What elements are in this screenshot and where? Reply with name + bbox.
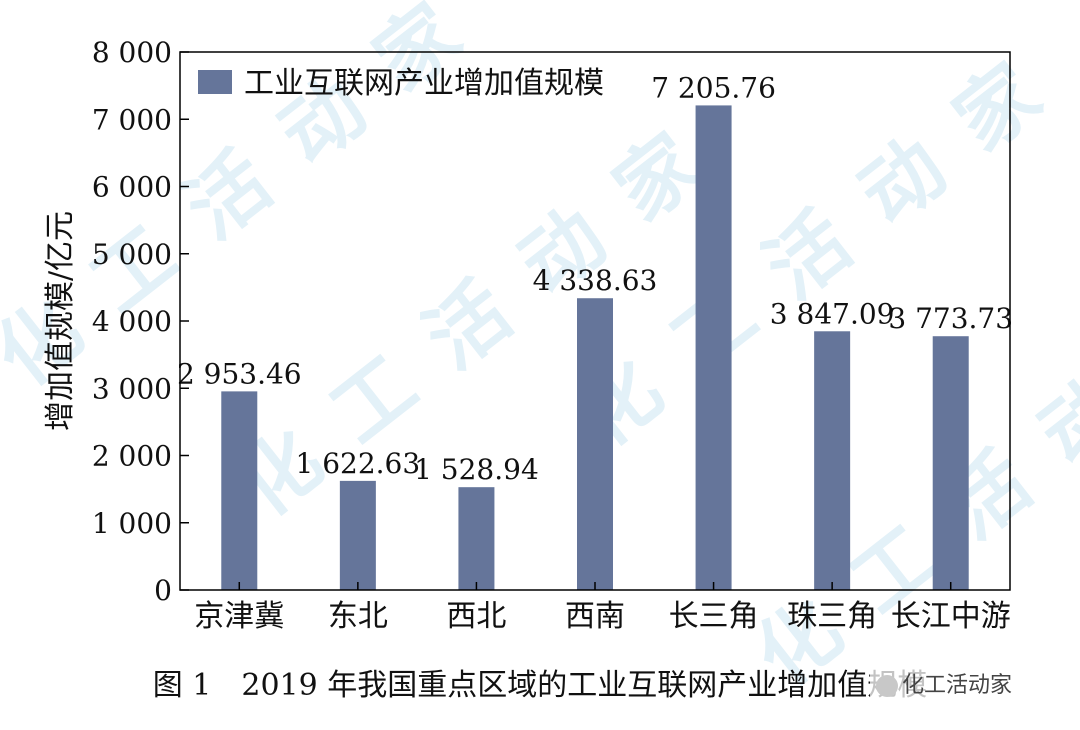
data-label: 7 205.76 bbox=[651, 71, 776, 104]
bars bbox=[221, 105, 969, 590]
account-label: 化工活动家 bbox=[902, 673, 1013, 698]
x-tick-label: 珠三角 bbox=[787, 599, 877, 634]
y-axis-label: 增加值规模/亿元 bbox=[43, 211, 78, 431]
x-tick-label: 长江中游 bbox=[891, 599, 1011, 634]
x-tick-label: 长三角 bbox=[669, 599, 759, 634]
account-logo-icon bbox=[876, 675, 898, 697]
data-label: 3 847.09 bbox=[770, 297, 895, 330]
legend: 工业互联网产业增加值规模 bbox=[198, 66, 604, 101]
data-label: 1 528.94 bbox=[414, 453, 539, 486]
x-tick-label: 西北 bbox=[446, 599, 506, 634]
data-label: 2 953.46 bbox=[177, 357, 302, 390]
x-axis-tick-labels: 京津冀 东北 西北 西南 长三角 珠三角 长江中游 bbox=[194, 582, 1011, 634]
data-label: 3 773.73 bbox=[888, 302, 1013, 335]
y-tick-label: 4 000 bbox=[92, 305, 172, 338]
account-watermark: 化工活动家 bbox=[870, 665, 1019, 701]
bar bbox=[577, 298, 613, 590]
data-label: 4 338.63 bbox=[533, 264, 658, 297]
figure-caption: 图 1 2019 年我国重点区域的工业互联网产业增加值规模 bbox=[152, 668, 928, 703]
y-axis-ticks: 0 1 000 2 000 3 000 4 000 5 000 6 000 7 000 8 00… bbox=[92, 36, 189, 607]
y-tick-label: 8 000 bbox=[92, 36, 172, 69]
y-tick-label: 7 000 bbox=[92, 103, 172, 136]
x-tick-label: 东北 bbox=[328, 599, 388, 634]
bar bbox=[932, 336, 969, 590]
plot-frame bbox=[179, 51, 1011, 591]
bar bbox=[339, 480, 376, 590]
x-tick-label: 京津冀 bbox=[194, 599, 284, 634]
y-tick-label: 1 000 bbox=[92, 507, 172, 540]
bar-chart: 0 1 000 2 000 3 000 4 000 5 000 6 000 7 000 8 00… bbox=[43, 36, 1013, 634]
bar bbox=[695, 105, 732, 590]
bar bbox=[814, 331, 851, 590]
y-tick-label: 6 000 bbox=[92, 171, 172, 204]
bar bbox=[221, 391, 258, 590]
x-tick-label: 西南 bbox=[565, 599, 625, 634]
y-tick-label: 0 bbox=[154, 574, 172, 607]
y-tick-label: 3 000 bbox=[92, 372, 172, 405]
y-tick-label: 5 000 bbox=[92, 238, 172, 271]
bar bbox=[458, 487, 495, 590]
data-label: 1 622.63 bbox=[296, 447, 421, 480]
legend-label: 工业互联网产业增加值规模 bbox=[244, 66, 604, 101]
legend-swatch bbox=[198, 70, 232, 94]
y-tick-label: 2 000 bbox=[92, 440, 172, 473]
data-labels: 2 953.46 1 622.631 528.94 4 338.63 7 205.76… bbox=[177, 71, 1013, 486]
